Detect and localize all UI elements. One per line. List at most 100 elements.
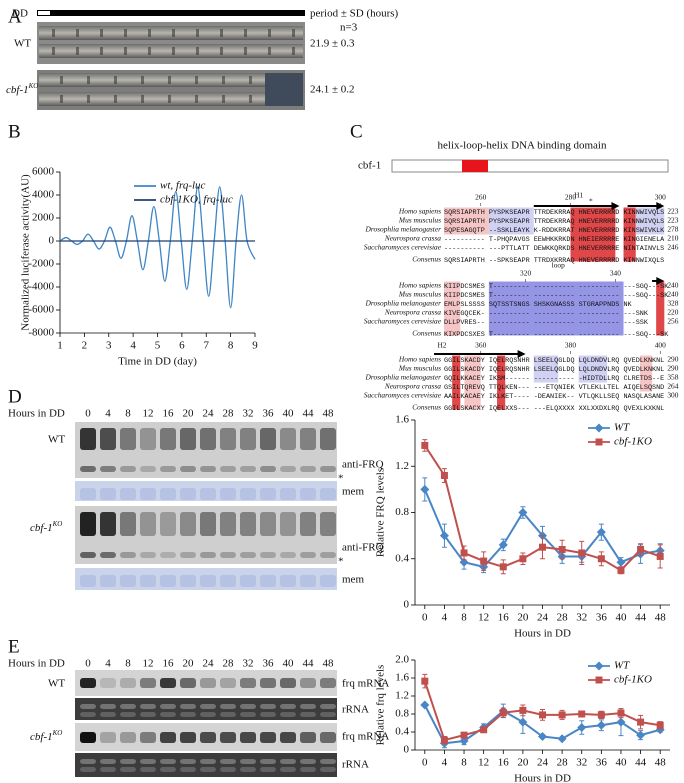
blot-band [280, 712, 296, 717]
legend-marker [594, 661, 604, 671]
y-axis-title: Relative FRQ levels [375, 468, 387, 557]
sequence: GGILSKACXY IQELXXS--- ---ELQXXXX XXLXXDX… [444, 405, 664, 413]
growth-band [52, 29, 55, 37]
data-point [480, 726, 488, 734]
x-tick-label: 4 [442, 612, 448, 624]
data-point [518, 717, 528, 727]
sequence: ---------- ---PTTLATT DEWKKQRKDS HNEVERR… [444, 245, 664, 253]
membrane [75, 568, 337, 590]
strain-label: cbf-1KO [6, 82, 38, 96]
helix-label: H1 [574, 191, 583, 200]
blot-band [160, 552, 176, 558]
blot-band [240, 512, 256, 536]
data-point [578, 710, 586, 718]
membrane [75, 481, 337, 501]
strain-name: cbf-1 [30, 522, 53, 534]
blot-band [240, 712, 256, 717]
sequence: SQRSIAPRTH --SPKSEAPR TTRDXKRRAQ HNEVERR… [444, 257, 664, 265]
growth-band [249, 95, 252, 103]
lane-label: 20 [183, 658, 195, 670]
sequence-end: 290 [667, 364, 678, 373]
species-name: Mus musculus [398, 216, 441, 225]
blot-band [260, 678, 276, 688]
species-name: Drosophlia melanogaster [365, 373, 442, 382]
x-tick-label: 7 [204, 340, 210, 352]
y-tick-label: -8000 [28, 327, 54, 339]
blot-band [180, 488, 196, 500]
lane-label: 12 [143, 408, 154, 420]
sequence-end: 220 [667, 308, 678, 317]
data-point [420, 484, 430, 494]
lane-label: 44 [303, 658, 315, 670]
blot-band [80, 488, 96, 500]
alignment-shade [488, 207, 534, 235]
species-name: Neurospora crassa [384, 382, 441, 391]
y-tick-label: 1.6 [395, 414, 409, 426]
blot-band [320, 552, 336, 558]
blot-band [240, 678, 256, 688]
lane-label: 44 [303, 408, 315, 420]
growth-band [60, 76, 63, 84]
species-name: Saccharomyces cerevisiae [364, 391, 442, 400]
growth-band [244, 29, 247, 37]
x-tick-label: 48 [655, 757, 667, 769]
blot-band [80, 552, 96, 558]
x-tick-label: 0 [422, 757, 428, 769]
x-tick-label: 1 [57, 340, 63, 352]
blot-band [260, 488, 276, 500]
lane-label: 36 [263, 658, 275, 670]
blot-band [260, 575, 276, 587]
blot-band [260, 767, 276, 772]
hours-title: Hours in DD [8, 408, 65, 420]
blot-band [200, 428, 216, 450]
blot-band [300, 575, 316, 587]
data-point [616, 557, 626, 567]
species-name: Drosophlia melanogaster [365, 225, 442, 234]
growth-band [100, 47, 103, 55]
blot-band [280, 732, 296, 743]
sequence: GGILSKACDY IQELRQSNHR LSEELQGLDQ LQLDNDV… [444, 366, 664, 374]
data-point [480, 557, 488, 565]
data-point [519, 706, 527, 714]
blot-band [100, 712, 116, 717]
data-point [597, 711, 605, 719]
blot-band [320, 678, 336, 688]
blot-band [220, 759, 236, 764]
strain-label: WT [48, 678, 65, 690]
residue-number: 320 [520, 269, 531, 278]
sequence: KIXPDCSXES T--------- ---------- -------… [444, 331, 669, 339]
growth-band [114, 95, 117, 103]
blot-band [260, 704, 276, 709]
growth-band [168, 95, 171, 103]
sequence: GQILKKACEY IKSM------ ---------- -HIDTDL… [444, 375, 664, 383]
blot-band [240, 759, 256, 764]
alignment-shade [464, 355, 481, 410]
y-tick-label: 2000 [32, 212, 55, 224]
probe-label: anti-FRQ [342, 542, 384, 554]
blot-band [280, 552, 296, 558]
blot-band [100, 704, 116, 709]
growth-band [87, 95, 90, 103]
blot-band [240, 428, 256, 450]
data-point [518, 508, 528, 517]
blot-band [120, 678, 136, 688]
blot-band [180, 428, 196, 450]
alignment-shade [444, 281, 461, 336]
blot-band [140, 552, 156, 558]
blot-band [180, 575, 196, 587]
sequence: GSILTQREVQ TTQLKEN--- ---ETQNIEK VTLEKLL… [444, 384, 664, 392]
growth-band [60, 95, 63, 103]
blot-band [120, 512, 136, 536]
x-tick-label: 16 [498, 757, 510, 769]
probe-label: frq mRNA [342, 731, 389, 743]
strain-sup: KO [52, 729, 63, 737]
blot-band [300, 712, 316, 717]
race-tube [39, 26, 303, 40]
helix-label: H2 [437, 341, 446, 350]
blot-band [300, 428, 316, 450]
blot-band [260, 512, 276, 536]
blot-band [220, 488, 236, 500]
blot-band [180, 704, 196, 709]
sequence: KIIPDCSMES T--------- ---------- -------… [444, 292, 669, 300]
